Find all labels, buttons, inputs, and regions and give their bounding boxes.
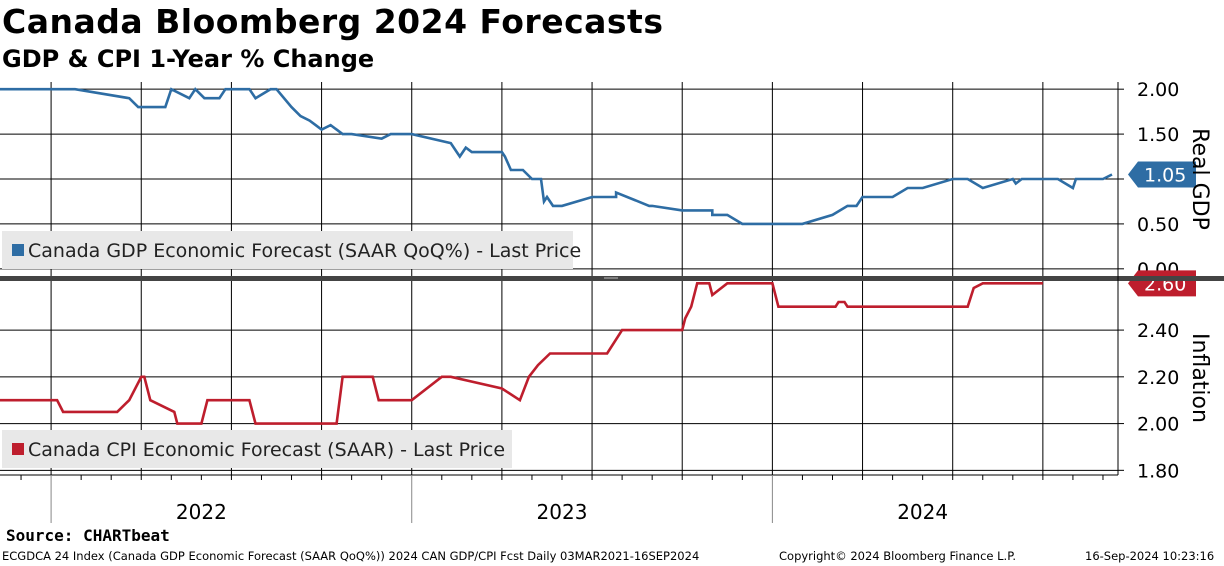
cpi-ytick-label: 2.40	[1137, 320, 1179, 342]
gdp-ytick-label: 0.50	[1137, 214, 1179, 236]
gdp-axis-title: Real GDP	[1187, 128, 1212, 230]
gdp-legend-label: Canada GDP Economic Forecast (SAAR QoQ%)…	[28, 240, 581, 262]
cpi-legend-label: Canada CPI Economic Forecast (SAAR) - La…	[28, 439, 505, 461]
footer-copyright: Copyright© 2024 Bloomberg Finance L.P.	[779, 549, 1016, 563]
cpi-ytick-label: 1.80	[1137, 460, 1179, 482]
chart-title: Canada Bloomberg 2024 Forecasts	[2, 2, 664, 41]
gdp-last-value-label: 1.05	[1144, 165, 1186, 187]
gdp-legend-swatch	[12, 244, 24, 256]
gdp-ytick-label: 2.00	[1137, 79, 1179, 101]
footer-timestamp: 16-Sep-2024 10:23:16	[1085, 549, 1215, 563]
cpi-ytick-label: 2.20	[1137, 367, 1179, 389]
cpi-axis-title: Inflation	[1187, 333, 1212, 423]
footer-ticker-info: ECGDCA 24 Index (Canada GDP Economic For…	[2, 549, 700, 563]
chart-subtitle: GDP & CPI 1-Year % Change	[2, 45, 375, 73]
gdp-legend-box	[2, 231, 573, 269]
year-label: 2024	[897, 500, 948, 524]
gdp-ytick-label: 1.50	[1137, 124, 1179, 146]
source-label: Source: CHARTbeat	[6, 526, 170, 545]
year-label: 2023	[537, 500, 588, 524]
cpi-ytick-label: 2.00	[1137, 414, 1179, 436]
gdp-last-value-tag	[1128, 161, 1196, 188]
cpi-legend-swatch	[12, 443, 24, 455]
gdp-series-line	[0, 87, 1113, 226]
cpi-legend-box	[2, 430, 512, 468]
cpi-series-line	[0, 282, 1043, 425]
year-label: 2022	[176, 500, 227, 524]
